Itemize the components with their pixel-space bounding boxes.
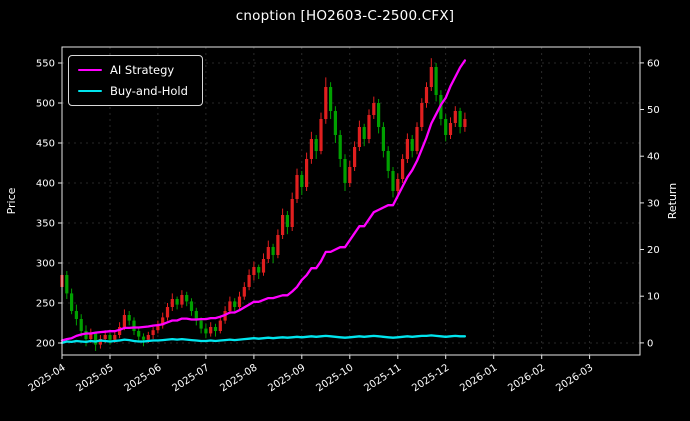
candlestick-series	[60, 58, 467, 351]
x-axis-tick-label: 2025-05	[75, 362, 116, 394]
legend-label-buy-and-hold: Buy-and-Hold	[110, 84, 188, 98]
y-axis-right-tick-label: 60	[647, 58, 660, 69]
y-axis-right-tick-label: 40	[647, 152, 660, 163]
chart-title: cnoption [HO2603-C-2500.CFX]	[235, 8, 455, 24]
legend-label-ai-strategy: AI Strategy	[110, 63, 175, 77]
x-axis-tick-label: 2026-01	[458, 362, 499, 394]
legend-item-buy-and-hold: Buy-and-Hold	[78, 84, 188, 98]
y-axis-right-label: Return	[666, 183, 679, 220]
y-axis-left-tick-label: 250	[36, 299, 55, 310]
x-axis-tick-label: 2026-02	[506, 362, 547, 394]
buy-and-hold-line	[60, 334, 467, 345]
axis-ticks	[58, 62, 644, 359]
y-axis-left-tick-label: 450	[36, 139, 55, 150]
legend-item-ai-strategy: AI Strategy	[78, 63, 188, 77]
y-axis-left-tick-label: 200	[36, 339, 55, 350]
buy-and-hold-line-swatch	[78, 89, 102, 93]
y-axis-right-tick-label: 10	[647, 292, 660, 303]
y-axis-right-tick-label: 0	[647, 338, 653, 349]
x-axis-tick-label: 2025-11	[362, 362, 403, 394]
legend: AI Strategy Buy-and-Hold	[68, 55, 203, 106]
y-axis-left-tick-label: 350	[36, 219, 55, 230]
y-axis-left-tick-label: 500	[36, 99, 55, 110]
x-axis-tick-label: 2025-08	[218, 362, 259, 394]
y-axis-left-label: Price	[5, 187, 18, 214]
y-axis-left-tick-label: 400	[36, 179, 55, 190]
plot-border	[61, 46, 641, 356]
x-axis-tick-label: 2025-10	[314, 362, 355, 394]
y-axis-right-tick-label: 20	[647, 245, 660, 256]
y-axis-left-tick-label: 300	[36, 259, 55, 270]
x-axis-tick-label: 2025-06	[123, 362, 164, 394]
ai-strategy-line-swatch	[78, 68, 102, 72]
y-axis-left-tick-label: 550	[36, 59, 55, 70]
y-axis-right-tick-label: 30	[647, 198, 660, 209]
x-axis-tick-label: 2025-09	[266, 362, 307, 394]
ai-strategy-line	[60, 59, 467, 342]
x-axis-tick-label: 2025-12	[410, 362, 451, 394]
x-axis-tick-label: 2025-04	[27, 362, 68, 394]
x-axis-tick-label: 2025-07	[170, 362, 211, 394]
x-axis-tick-label: 2026-03	[554, 362, 595, 394]
y-axis-right-tick-label: 50	[647, 105, 660, 116]
